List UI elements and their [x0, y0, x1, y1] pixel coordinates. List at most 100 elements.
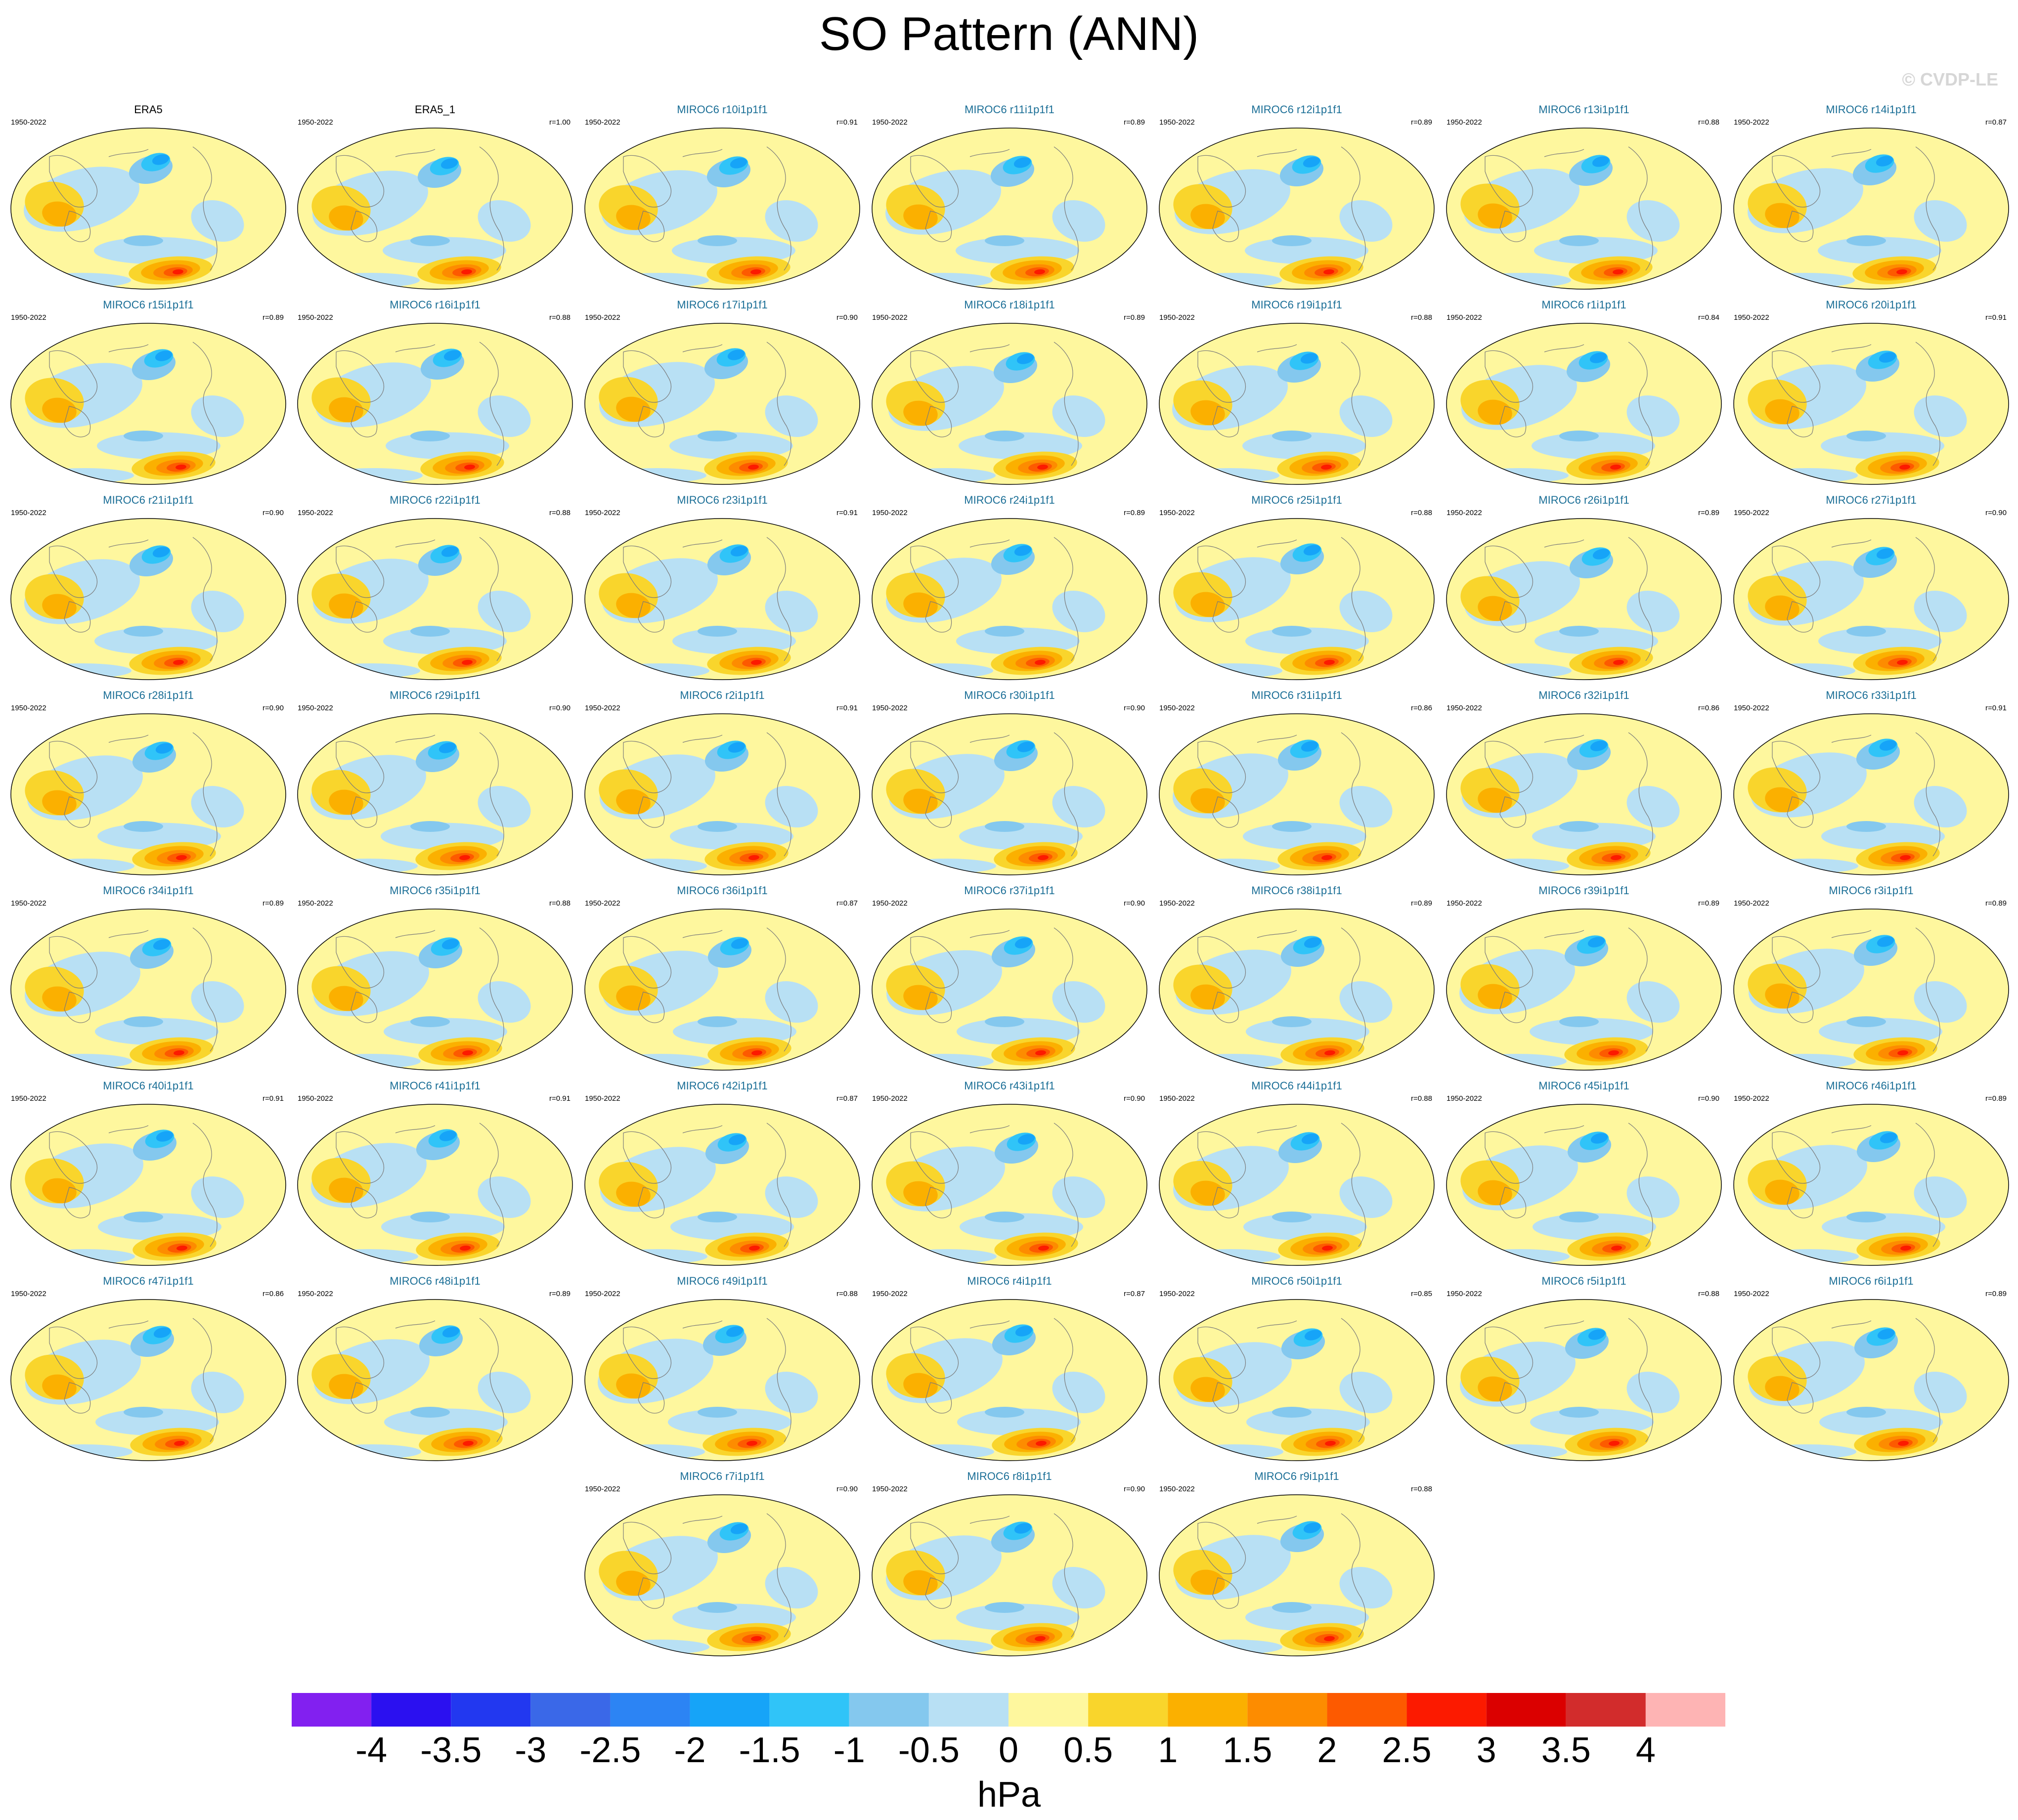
- map-panel: MIROC6 r25i1p1f1 1950-2022 r=0.88: [1153, 492, 1440, 685]
- panel-title: MIROC6 r29i1p1f1: [390, 689, 481, 701]
- panel-years: 1950-2022: [298, 899, 333, 908]
- pattern-map: [1733, 128, 2009, 290]
- copyright-watermark: © CVDP-LE: [1902, 69, 1998, 89]
- map-panel: MIROC6 r31i1p1f1 1950-2022 r=0.86: [1153, 687, 1440, 880]
- map-field: [298, 519, 572, 680]
- panel-correlation: r=0.90: [263, 509, 284, 517]
- pattern-map: [1733, 1299, 2009, 1461]
- map-panel: MIROC6 r46i1p1f1 1950-2022 r=0.89: [1728, 1078, 2015, 1270]
- pattern-map: [584, 518, 860, 680]
- panel-correlation: r=0.89: [1124, 313, 1145, 322]
- pattern-map: [1446, 713, 1722, 875]
- panel-correlation: r=0.89: [263, 899, 284, 908]
- map-panel: MIROC6 r13i1p1f1 1950-2022 r=0.88: [1441, 101, 1727, 294]
- panel-years: 1950-2022: [585, 704, 620, 712]
- map-panel: MIROC6 r24i1p1f1 1950-2022 r=0.89: [866, 492, 1153, 685]
- map-outline: [872, 1104, 1147, 1266]
- map-outline: [1733, 713, 2009, 875]
- panel-years: 1950-2022: [1159, 1485, 1195, 1493]
- pattern-map: [1159, 128, 1435, 290]
- map-panel: MIROC6 r41i1p1f1 1950-2022 r=0.91: [292, 1078, 578, 1270]
- map-field: [1159, 519, 1434, 680]
- panel-title: MIROC6 r45i1p1f1: [1538, 1080, 1629, 1092]
- map-outline: [1159, 1299, 1435, 1461]
- panel-correlation: r=0.88: [1698, 1290, 1719, 1298]
- colorbar-box: [690, 1693, 770, 1727]
- panel-years: 1950-2022: [1734, 509, 1769, 517]
- colorbar-box: [1088, 1693, 1168, 1727]
- map-panel: MIROC6 r38i1p1f1 1950-2022 r=0.89: [1153, 882, 1440, 1075]
- map-panel: MIROC6 r1i1p1f1 1950-2022 r=0.84: [1441, 297, 1727, 489]
- map-field: [585, 1495, 860, 1656]
- panel-title: MIROC6 r7i1p1f1: [680, 1470, 765, 1482]
- panel-correlation: r=0.88: [1411, 313, 1432, 322]
- pattern-map: [1446, 128, 1722, 290]
- map-panel: MIROC6 r33i1p1f1 1950-2022 r=0.91: [1728, 687, 2015, 880]
- colorbar-box: [1009, 1693, 1089, 1727]
- map-outline: [1159, 909, 1435, 1071]
- panel-correlation: r=0.86: [1411, 704, 1432, 712]
- colorbar-box: [769, 1693, 849, 1727]
- colorbar-box: [849, 1693, 929, 1727]
- map-panel: MIROC6 r15i1p1f1 1950-2022 r=0.89: [5, 297, 292, 489]
- panel-years: 1950-2022: [872, 1485, 908, 1493]
- panel-correlation: r=0.88: [549, 313, 570, 322]
- map-panel: MIROC6 r49i1p1f1 1950-2022 r=0.88: [579, 1273, 866, 1466]
- map-field: [872, 1495, 1147, 1656]
- pattern-map: [1733, 909, 2009, 1071]
- map-outline: [1159, 128, 1435, 290]
- map-field: [1447, 1104, 1721, 1265]
- map-outline: [297, 1104, 573, 1266]
- panel-title: MIROC6 r12i1p1f1: [1251, 103, 1342, 116]
- map-panel: MIROC6 r21i1p1f1 1950-2022 r=0.90: [5, 492, 292, 685]
- panel-title: MIROC6 r13i1p1f1: [1538, 103, 1629, 116]
- map-outline: [297, 323, 573, 485]
- panel-title: MIROC6 r28i1p1f1: [103, 689, 194, 701]
- panel-correlation: r=0.86: [1698, 704, 1719, 712]
- pattern-map: [10, 1299, 286, 1461]
- panel-title: ERA5_1: [415, 103, 455, 116]
- map-panel: MIROC6 r30i1p1f1 1950-2022 r=0.90: [866, 687, 1153, 880]
- panel-correlation: r=0.89: [1698, 899, 1719, 908]
- panel-years: 1950-2022: [11, 704, 46, 712]
- panel-correlation: r=0.89: [263, 313, 284, 322]
- map-panel: MIROC6 r17i1p1f1 1950-2022 r=0.90: [579, 297, 866, 489]
- panel-title: MIROC6 r30i1p1f1: [964, 689, 1055, 701]
- map-outline: [1733, 323, 2009, 485]
- panel-correlation: r=0.87: [1124, 1290, 1145, 1298]
- panel-years: 1950-2022: [585, 1290, 620, 1298]
- panel-years: 1950-2022: [872, 1094, 908, 1103]
- map-panel: MIROC6 r10i1p1f1 1950-2022 r=0.91: [579, 101, 866, 294]
- panel-years: 1950-2022: [298, 313, 333, 322]
- map-field: [11, 1104, 286, 1265]
- colorbar-box: [1566, 1693, 1646, 1727]
- map-outline: [1159, 1494, 1435, 1656]
- map-panel: MIROC6 r9i1p1f1 1950-2022 r=0.88: [1153, 1468, 1440, 1661]
- map-outline: [297, 518, 573, 680]
- map-field: [298, 323, 572, 484]
- panel-title: MIROC6 r14i1p1f1: [1826, 103, 1917, 116]
- map-panel: MIROC6 r34i1p1f1 1950-2022 r=0.89: [5, 882, 292, 1075]
- panel-correlation: r=0.89: [1411, 899, 1432, 908]
- map-field: [872, 1104, 1147, 1265]
- panel-years: 1950-2022: [872, 899, 908, 908]
- colorbar-box: [1406, 1693, 1487, 1727]
- pattern-map: [297, 1299, 573, 1461]
- panel-correlation: r=1.00: [549, 118, 570, 127]
- map-field: [11, 1300, 286, 1461]
- map-field: [872, 128, 1147, 289]
- map-outline: [584, 909, 860, 1071]
- pattern-map: [872, 1104, 1147, 1266]
- map-outline: [1159, 713, 1435, 875]
- panel-title: MIROC6 r11i1p1f1: [965, 103, 1054, 116]
- map-panel: MIROC6 r18i1p1f1 1950-2022 r=0.89: [866, 297, 1153, 489]
- map-panel: MIROC6 r32i1p1f1 1950-2022 r=0.86: [1441, 687, 1727, 880]
- panel-correlation: r=0.90: [1124, 899, 1145, 908]
- panel-title: MIROC6 r44i1p1f1: [1251, 1080, 1342, 1092]
- panel-title: MIROC6 r24i1p1f1: [964, 494, 1055, 506]
- panel-title: MIROC6 r36i1p1f1: [677, 884, 768, 897]
- panel-correlation: r=0.88: [1698, 118, 1719, 127]
- map-field: [585, 128, 860, 289]
- map-field: [1447, 519, 1721, 680]
- panel-correlation: r=0.88: [1411, 1094, 1432, 1103]
